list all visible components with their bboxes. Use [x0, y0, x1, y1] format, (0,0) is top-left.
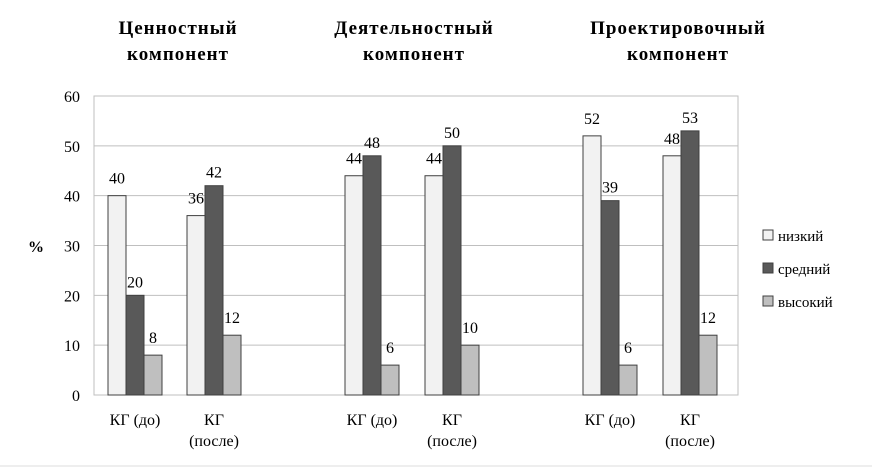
data-label: 42 [206, 165, 222, 182]
y-tick-label: 0 [72, 388, 80, 405]
y-tick-label: 60 [64, 89, 80, 106]
data-label: 44 [346, 151, 362, 168]
group-title: Ценностный [118, 18, 237, 39]
data-label: 12 [700, 310, 716, 327]
x-category-label: КГ (до) [347, 412, 398, 429]
data-label: 8 [149, 330, 157, 347]
data-label: 50 [444, 125, 460, 142]
bar-высокий [380, 364, 400, 396]
data-label: 36 [188, 191, 204, 208]
data-label: 10 [462, 320, 478, 337]
group-title: компонент [627, 44, 729, 65]
data-label: 6 [624, 340, 632, 357]
bar-высокий [222, 334, 242, 396]
y-tick-label: 20 [64, 288, 80, 305]
bar-средний [125, 294, 145, 396]
x-category-label: КГ (до) [110, 412, 161, 429]
y-tick-label: 40 [64, 189, 80, 206]
bar-высокий [143, 354, 163, 396]
data-label: 48 [364, 135, 380, 152]
bar-низкий [424, 175, 444, 396]
legend-label: средний [778, 262, 830, 278]
y-tick-label: 10 [64, 338, 80, 355]
legend-label: низкий [778, 229, 823, 245]
data-label: 53 [682, 110, 698, 127]
x-category-label: (после) [665, 433, 715, 450]
bar-высокий [698, 334, 718, 396]
data-label: 48 [664, 131, 680, 148]
group-title: компонент [363, 44, 465, 65]
x-category-label: (после) [427, 433, 477, 450]
data-label: 12 [224, 310, 240, 327]
x-category-label: КГ [204, 412, 224, 429]
bar-низкий [344, 175, 364, 396]
bar-низкий [662, 155, 682, 396]
bar-средний [600, 200, 620, 396]
data-label: 44 [426, 151, 442, 168]
bar-низкий [107, 195, 127, 396]
legend-swatch-низкий [762, 229, 774, 241]
data-label: 20 [127, 274, 143, 291]
bar-средний [680, 130, 700, 396]
group-title: Деятельностный [334, 18, 493, 39]
y-tick-label: 50 [64, 139, 80, 156]
bar-средний [442, 145, 462, 396]
bar-высокий [460, 344, 480, 396]
data-label: 39 [602, 180, 618, 197]
data-label: 40 [109, 171, 125, 188]
x-category-label: КГ [442, 412, 462, 429]
legend-swatch-высокий [762, 295, 774, 307]
y-tick-label: 30 [64, 239, 80, 256]
bar-средний [362, 155, 382, 396]
legend-label: высокий [778, 295, 833, 311]
data-label: 52 [584, 111, 600, 128]
x-category-label: КГ [680, 412, 700, 429]
group-title: Проектировочный [590, 18, 766, 39]
legend-swatch-средний [762, 262, 774, 274]
x-category-label: (после) [189, 433, 239, 450]
bar-высокий [618, 364, 638, 396]
bar-средний [204, 185, 224, 396]
data-label: 6 [386, 340, 394, 357]
group-title: компонент [127, 44, 229, 65]
bar-низкий [582, 135, 602, 396]
y-axis-label: % [28, 239, 44, 256]
bar-низкий [186, 215, 206, 396]
x-category-label: КГ (до) [585, 412, 636, 429]
